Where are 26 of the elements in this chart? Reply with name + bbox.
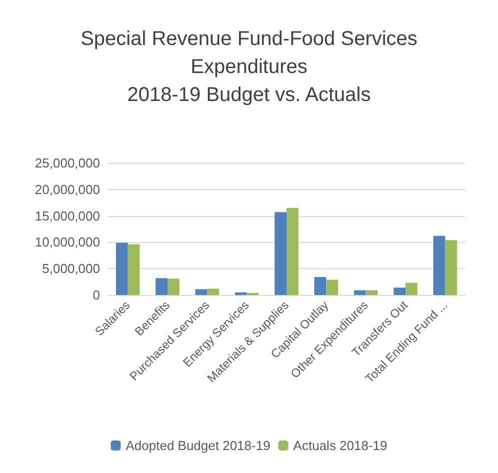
y-tick-label: 5,000,000: [42, 261, 100, 276]
bar: [366, 290, 378, 295]
y-tick-label: 15,000,000: [34, 208, 100, 224]
bar: [314, 277, 326, 295]
bar: [445, 240, 458, 295]
bar: [195, 289, 208, 295]
y-tick-label: 10,000,000: [34, 234, 100, 250]
bar: [286, 208, 298, 295]
bar: [116, 242, 128, 295]
legend-label: Adopted Budget 2018-19: [126, 438, 270, 453]
bar: [433, 236, 446, 295]
bar: [207, 288, 220, 295]
bar: [156, 278, 168, 295]
y-tick-label: 25,000,000: [34, 156, 100, 170]
bar: [326, 280, 338, 295]
bar: [274, 212, 286, 295]
legend-label: Actuals 2018-19: [293, 438, 388, 453]
bar: [394, 288, 406, 295]
y-tick-label: 20,000,000: [34, 182, 100, 197]
bar: [354, 290, 366, 295]
bar: [168, 278, 180, 295]
chart-title: Special Revenue Fund-Food Services Expenditures 2018-19 Budget vs. Actuals: [80, 28, 418, 106]
y-tick-label: 0: [92, 288, 100, 302]
bar: [128, 244, 140, 295]
bar: [406, 282, 418, 295]
bar: [234, 292, 247, 295]
